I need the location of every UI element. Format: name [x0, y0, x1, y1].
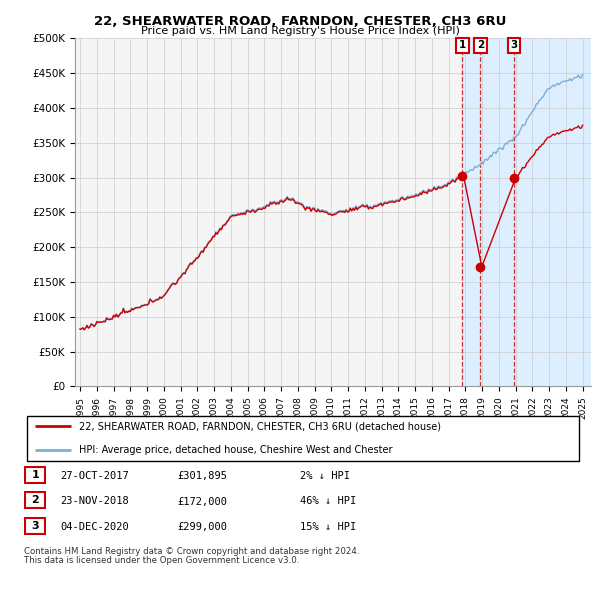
- FancyBboxPatch shape: [27, 415, 579, 461]
- Text: Price paid vs. HM Land Registry's House Price Index (HPI): Price paid vs. HM Land Registry's House …: [140, 26, 460, 36]
- Text: 2% ↓ HPI: 2% ↓ HPI: [300, 471, 350, 481]
- Text: 3: 3: [31, 521, 39, 530]
- Text: £299,000: £299,000: [177, 522, 227, 532]
- Text: 22, SHEARWATER ROAD, FARNDON, CHESTER, CH3 6RU (detached house): 22, SHEARWATER ROAD, FARNDON, CHESTER, C…: [79, 421, 440, 431]
- Text: 04-DEC-2020: 04-DEC-2020: [60, 522, 129, 532]
- Text: 46% ↓ HPI: 46% ↓ HPI: [300, 497, 356, 506]
- Text: 1: 1: [31, 470, 39, 480]
- FancyBboxPatch shape: [25, 492, 45, 509]
- Text: 23-NOV-2018: 23-NOV-2018: [60, 497, 129, 506]
- Text: £301,895: £301,895: [177, 471, 227, 481]
- FancyBboxPatch shape: [25, 518, 45, 533]
- Text: 15% ↓ HPI: 15% ↓ HPI: [300, 522, 356, 532]
- Bar: [463, 38, 600, 386]
- Text: 22, SHEARWATER ROAD, FARNDON, CHESTER, CH3 6RU: 22, SHEARWATER ROAD, FARNDON, CHESTER, C…: [94, 15, 506, 28]
- Text: 3: 3: [511, 40, 518, 50]
- Text: HPI: Average price, detached house, Cheshire West and Chester: HPI: Average price, detached house, Ches…: [79, 445, 392, 455]
- Text: 27-OCT-2017: 27-OCT-2017: [60, 471, 129, 481]
- Text: Contains HM Land Registry data © Crown copyright and database right 2024.: Contains HM Land Registry data © Crown c…: [24, 547, 359, 556]
- Text: 2: 2: [31, 496, 39, 505]
- Text: This data is licensed under the Open Government Licence v3.0.: This data is licensed under the Open Gov…: [24, 556, 299, 565]
- Text: 2: 2: [477, 40, 484, 50]
- Text: 1: 1: [459, 40, 466, 50]
- Text: £172,000: £172,000: [177, 497, 227, 506]
- FancyBboxPatch shape: [25, 467, 45, 483]
